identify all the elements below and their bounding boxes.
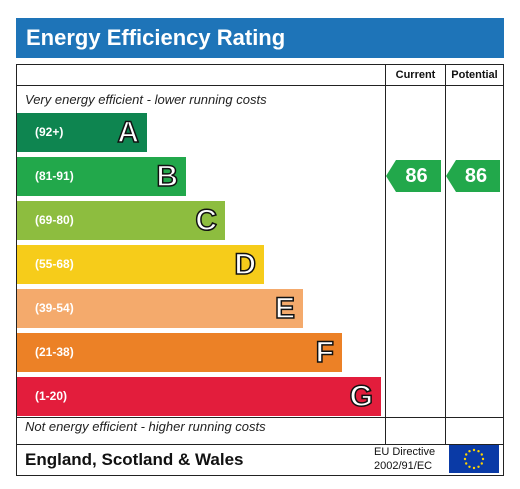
header-divider xyxy=(17,85,503,86)
eu-star xyxy=(480,453,483,456)
rating-table: Current Potential Very energy efficient … xyxy=(16,64,504,476)
divider-current xyxy=(385,65,386,445)
current-rating-arrow: 86 xyxy=(386,160,441,192)
eu-directive-line2: 2002/91/EC xyxy=(374,460,433,472)
eu-directive-text: EU Directive 2002/91/EC xyxy=(374,445,435,473)
potential-rating-shape xyxy=(446,160,500,192)
current-rating-value: 86 xyxy=(405,165,428,187)
band-letter: D xyxy=(234,247,257,282)
eu-star xyxy=(477,465,480,468)
current-column-header: Current xyxy=(395,69,436,81)
eu-star xyxy=(465,453,468,456)
band-a: (92+) A xyxy=(17,113,147,152)
eu-stars xyxy=(463,448,485,470)
eu-star xyxy=(468,450,471,453)
band-range-label: (55-68) xyxy=(35,257,74,271)
band-range-label: (69-80) xyxy=(35,213,74,227)
band-letter: A xyxy=(117,115,140,150)
potential-column-header: Potential xyxy=(451,69,498,81)
divider-potential xyxy=(445,65,446,445)
band-e: (39-54) E xyxy=(17,289,303,328)
band-range-label: (1-20) xyxy=(35,389,68,403)
eu-star xyxy=(465,462,468,465)
eu-star xyxy=(468,465,471,468)
bottom-caption-divider xyxy=(17,417,503,418)
eu-star xyxy=(472,448,476,452)
potential-rating-arrow: 86 xyxy=(446,160,500,192)
band-letter: G xyxy=(349,379,374,414)
footer-divider xyxy=(17,444,503,445)
current-rating-shape xyxy=(386,160,441,192)
band-g: (1-20) G xyxy=(17,377,381,416)
band-letter: C xyxy=(195,203,218,238)
eu-star xyxy=(463,457,467,461)
band-letter: F xyxy=(315,335,335,370)
eu-star xyxy=(481,457,485,461)
footer-region: England, Scotland & Wales xyxy=(25,450,244,469)
band-b: (81-91) B xyxy=(17,157,186,196)
eu-star xyxy=(472,466,476,470)
eu-star xyxy=(477,450,480,453)
band-range-label: (81-91) xyxy=(35,169,74,183)
band-f: (21-38) F xyxy=(17,333,342,372)
band-range-label: (21-38) xyxy=(35,345,74,359)
chart-title: Energy Efficiency Rating xyxy=(16,18,504,58)
band-range-label: (92+) xyxy=(35,125,64,139)
band-d: (55-68) D xyxy=(17,245,264,284)
band-letter: B xyxy=(156,159,179,194)
bottom-caption: Not energy efficient - higher running co… xyxy=(25,419,266,434)
top-caption: Very energy efficient - lower running co… xyxy=(25,92,267,107)
band-c: (69-80) C xyxy=(17,201,225,240)
eu-star xyxy=(480,462,483,465)
potential-rating-value: 86 xyxy=(464,165,488,187)
band-range-label: (39-54) xyxy=(35,301,74,315)
eu-flag-icon xyxy=(449,445,499,473)
band-letter: E xyxy=(274,291,296,326)
eu-directive-line1: EU Directive xyxy=(374,446,436,458)
